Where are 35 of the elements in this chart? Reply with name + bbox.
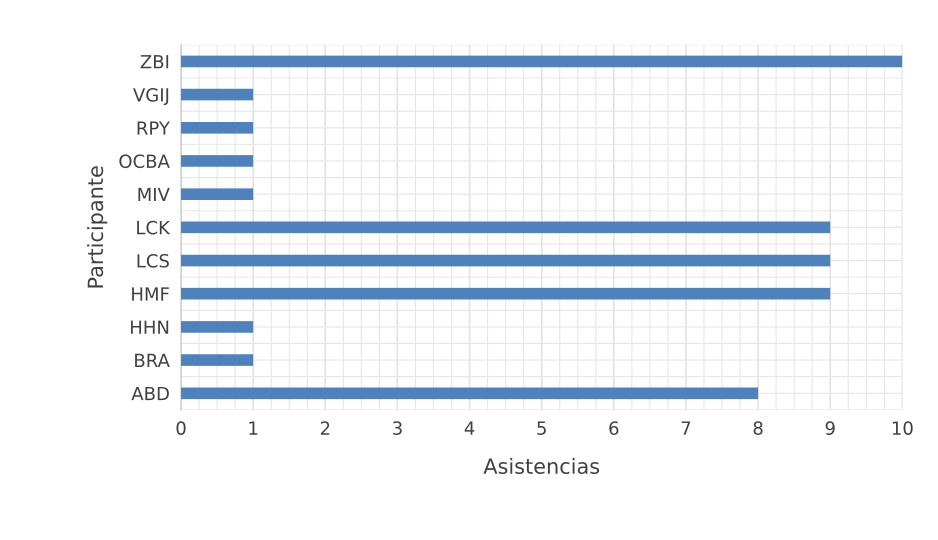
bar: [181, 387, 758, 400]
x-tick-label: 6: [609, 421, 618, 435]
x-tick-label: 1: [249, 422, 258, 435]
bar: [181, 188, 254, 200]
x-axis-title: Asistencias: [483, 458, 600, 474]
x-tick-label: 4: [464, 422, 474, 435]
x-tick-label: 2: [320, 421, 330, 435]
y-tick-label: HMF: [132, 287, 169, 301]
x-tick-label: 9: [826, 421, 835, 435]
x-tick-label: 5: [537, 422, 546, 435]
y-tick-label: LCK: [137, 220, 170, 234]
y-tick-label: ZBI: [140, 55, 168, 68]
bar: [181, 122, 254, 134]
bar: [181, 222, 830, 234]
x-tick-label: 7: [682, 422, 690, 435]
x-tick-label: 8: [754, 421, 763, 435]
y-tick-label: RPY: [138, 121, 170, 135]
y-tick-label: HHN: [131, 320, 168, 334]
y-tick-label: ABD: [131, 386, 169, 400]
x-tick-label: 0: [176, 421, 186, 435]
y-tick-label: BRA: [135, 354, 170, 367]
bar: [181, 155, 254, 167]
bar: [181, 321, 254, 333]
y-axis-title: Participante: [87, 166, 108, 288]
y-tick-label: MIV: [138, 188, 170, 202]
bar: [181, 288, 830, 300]
x-tick-label: 3: [393, 421, 402, 435]
y-tick-label: VGIJ: [133, 88, 168, 106]
bar: [181, 354, 254, 366]
x-tick-label: 10: [892, 421, 913, 435]
y-tick-label: OCBA: [119, 154, 170, 168]
bar: [181, 254, 830, 266]
y-tick-label: LCS: [138, 254, 169, 268]
bar: [181, 56, 902, 68]
bar: [181, 88, 254, 100]
